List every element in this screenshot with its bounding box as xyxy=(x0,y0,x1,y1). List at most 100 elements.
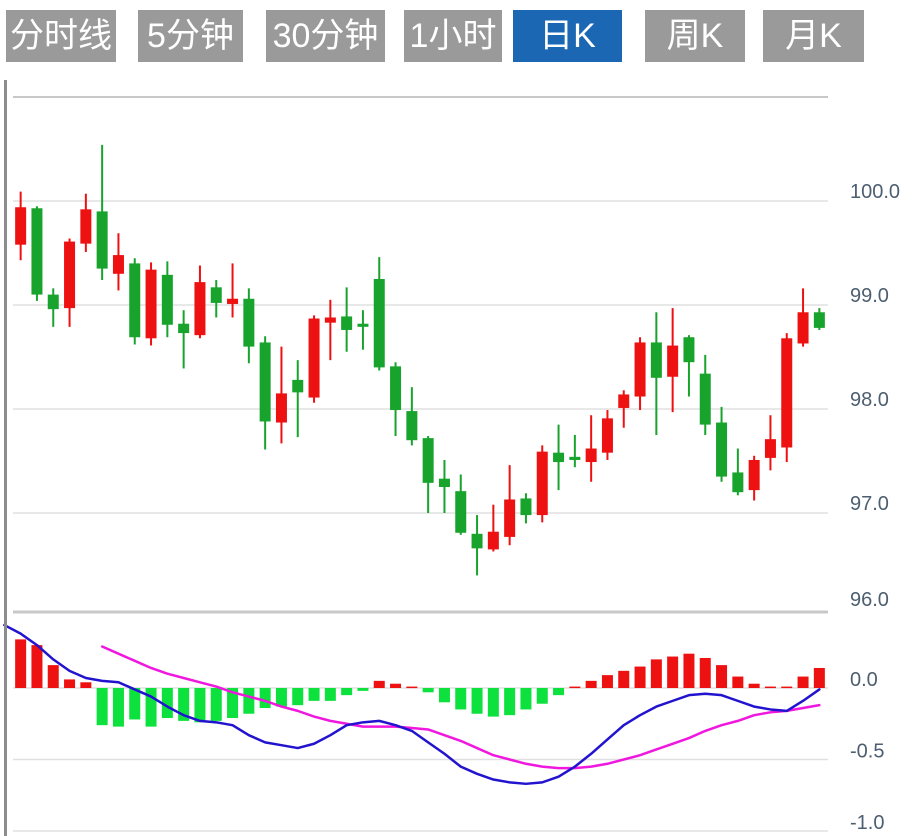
macd-bar-negative xyxy=(112,688,124,727)
candlestick xyxy=(31,208,43,295)
tab-minute-line[interactable]: 分时线 xyxy=(6,10,116,62)
candlestick xyxy=(308,318,320,398)
candlestick xyxy=(618,394,630,408)
candlestick xyxy=(764,439,776,458)
macd-bar-positive xyxy=(764,686,776,689)
candlestick xyxy=(47,294,59,310)
macd-bar-negative xyxy=(438,688,450,703)
candlestick xyxy=(259,342,271,422)
tab-5min[interactable]: 5分钟 xyxy=(138,10,243,62)
candlestick xyxy=(275,393,287,423)
candlestick xyxy=(145,269,157,339)
macd-bar-negative xyxy=(422,688,434,693)
macd-bar-negative xyxy=(210,688,222,721)
candlestick xyxy=(781,338,793,448)
macd-bar-negative xyxy=(194,688,206,723)
price-axis-label: 97.0 xyxy=(850,493,889,515)
macd-bar-positive xyxy=(373,680,385,688)
candlestick xyxy=(341,316,353,330)
macd-bar-negative xyxy=(357,688,369,691)
macd-bar-negative xyxy=(259,688,271,709)
tab-1hour[interactable]: 1小时 xyxy=(404,10,502,62)
candlestick xyxy=(634,342,646,397)
macd-bar-negative xyxy=(243,688,255,714)
candlestick xyxy=(650,342,662,378)
candlestick xyxy=(601,418,613,453)
macd-bar-positive xyxy=(80,682,92,688)
candlestick xyxy=(553,452,565,463)
candlestick xyxy=(357,323,369,327)
candlestick xyxy=(292,379,304,393)
macd-bar-positive xyxy=(748,683,760,688)
macd-bar-negative xyxy=(145,688,157,727)
macd-axis-label: -1.0 xyxy=(850,812,884,834)
candlestick xyxy=(64,241,76,309)
macd-bar-negative xyxy=(536,688,548,704)
macd-bar-positive xyxy=(667,656,679,688)
macd-bar-positive xyxy=(390,683,402,688)
macd-bar-negative xyxy=(553,688,565,696)
dea-line xyxy=(100,645,821,770)
macd-bar-positive xyxy=(683,653,695,688)
tab-daily-k[interactable]: 日K xyxy=(513,10,622,62)
candlestick xyxy=(373,279,385,368)
macd-bar-negative xyxy=(504,688,516,716)
candlestick xyxy=(80,209,92,244)
macd-bar-negative xyxy=(471,688,483,714)
candlestick xyxy=(194,282,206,336)
macd-bar-negative xyxy=(129,688,141,720)
macd-axis-label: 0.0 xyxy=(850,669,878,691)
candlestick xyxy=(813,312,825,328)
macd-bar-positive xyxy=(699,657,711,688)
price-axis-label: 100.0 xyxy=(850,181,900,203)
macd-bar-positive xyxy=(47,665,59,688)
candlestick xyxy=(732,472,744,493)
macd-bar-negative xyxy=(161,688,173,719)
price-axis-label: 98.0 xyxy=(850,389,889,411)
price-axis-label: 99.0 xyxy=(850,285,889,307)
macd-axis-label: -0.5 xyxy=(850,741,884,763)
candlestick xyxy=(536,451,548,516)
macd-bar-negative xyxy=(292,688,304,706)
candlestick xyxy=(178,323,190,334)
candlestick xyxy=(683,337,695,363)
candlestick xyxy=(748,459,760,491)
macd-bar-positive xyxy=(31,645,43,688)
macd-bar-negative xyxy=(308,688,320,701)
candlestick xyxy=(96,211,108,269)
candlestick xyxy=(667,345,679,377)
candlestick xyxy=(129,263,141,338)
candlestick xyxy=(471,533,483,549)
candlestick xyxy=(569,456,581,460)
macd-bar-positive xyxy=(64,679,76,688)
timeframe-tabbar: 分时线 5分钟 30分钟 1小时 日K 周K 月K xyxy=(0,0,912,70)
candlestick xyxy=(210,287,222,303)
macd-bar-positive xyxy=(15,639,27,688)
candlestick xyxy=(15,207,27,245)
macd-bar-positive xyxy=(781,686,793,689)
tab-monthly-k[interactable]: 月K xyxy=(763,10,864,62)
macd-bar-negative xyxy=(96,688,108,726)
candlestick xyxy=(438,478,450,487)
candlestick xyxy=(324,317,336,323)
tab-30min[interactable]: 30分钟 xyxy=(266,10,385,62)
candlestick xyxy=(227,298,239,304)
macd-bar-negative xyxy=(455,688,467,710)
candlestick xyxy=(161,274,173,325)
macd-bar-positive xyxy=(732,676,744,688)
macd-bar-negative xyxy=(324,688,336,701)
candlestick xyxy=(699,373,711,425)
macd-bar-negative xyxy=(487,688,499,717)
tab-weekly-k[interactable]: 周K xyxy=(645,10,745,62)
macd-bar-positive xyxy=(585,680,597,688)
candlestick xyxy=(504,499,516,537)
macd-bar-positive xyxy=(406,686,418,689)
candlestick xyxy=(520,498,532,516)
macd-bar-negative xyxy=(520,688,532,710)
candlestick xyxy=(243,298,255,347)
candlestick xyxy=(455,491,467,533)
macd-bar-negative xyxy=(341,688,353,696)
candlestick xyxy=(406,411,418,441)
macd-bar-positive xyxy=(813,667,825,688)
